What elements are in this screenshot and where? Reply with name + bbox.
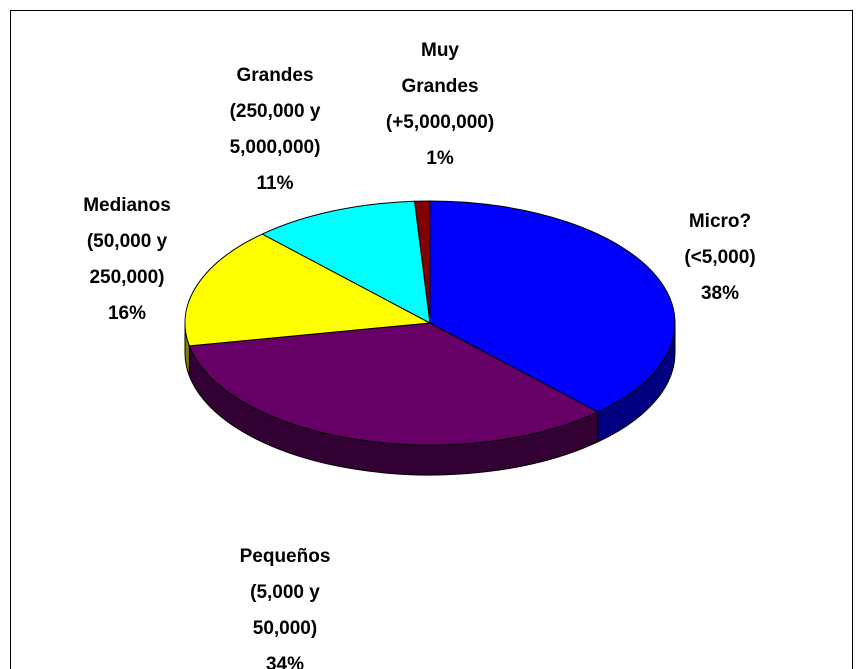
slice-label: Micro? (<5,000) 38% <box>665 204 775 312</box>
value-label: 38% <box>700 283 740 304</box>
value-label: 34% <box>265 654 305 669</box>
value-label: 11% <box>256 173 294 194</box>
slice <box>184 233 432 347</box>
category-label: Pequeños (5,000 y 50,000) <box>239 546 331 639</box>
slice <box>414 200 431 324</box>
slice-label: Grandes (250,000 y 5,000,000) 11% <box>210 58 340 202</box>
slice <box>188 322 599 446</box>
slice <box>429 200 676 413</box>
category-label: Micro? (<5,000) <box>684 211 756 268</box>
category-label: Medianos (50,000 y 250,000) <box>83 195 171 288</box>
slice-label: Muy Grandes (+5,000,000) 1% <box>386 33 494 177</box>
slice-label: Medianos (50,000 y 250,000) 16% <box>65 188 190 332</box>
category-label: Grandes (250,000 y 5,000,000) <box>229 65 321 158</box>
slice <box>261 200 431 324</box>
value-label: 1% <box>426 148 454 169</box>
value-label: 16% <box>107 303 147 324</box>
category-label: Muy Grandes (+5,000,000) <box>385 40 495 133</box>
slice-label: Pequeños (5,000 y 50,000) 34% <box>228 539 343 669</box>
